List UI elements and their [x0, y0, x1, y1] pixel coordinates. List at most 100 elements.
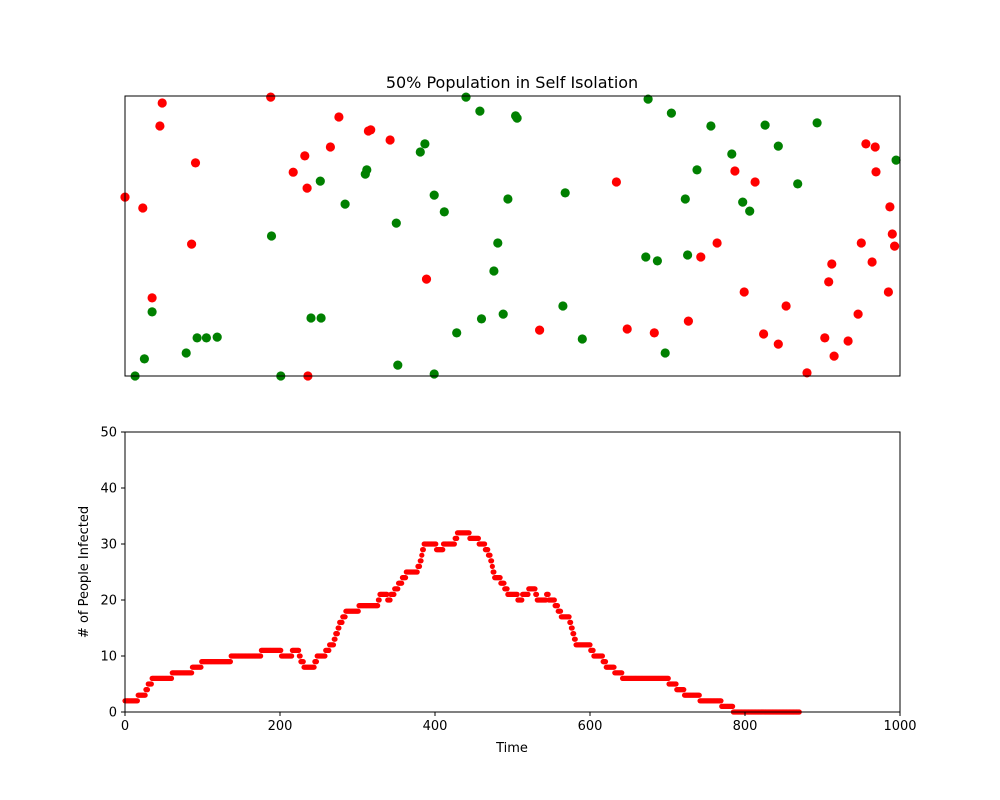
infection-count-point — [525, 591, 531, 598]
infection-count-point — [665, 675, 671, 682]
y-tick-label: 0 — [109, 706, 117, 721]
population-point — [890, 241, 900, 251]
infection-count-point — [488, 558, 495, 564]
population-point — [155, 121, 165, 131]
population-point — [476, 314, 487, 324]
population-point — [306, 313, 316, 323]
population-point — [853, 309, 863, 319]
infection-count-point — [482, 541, 488, 547]
population-point — [652, 256, 663, 266]
population-point — [802, 368, 812, 378]
infection-count-point — [300, 659, 306, 665]
population-point — [187, 239, 197, 249]
infection-count-point — [414, 569, 420, 575]
population-point — [302, 183, 312, 193]
infection-count-point — [376, 597, 382, 603]
population-points — [120, 92, 901, 381]
x-tick-label: 0 — [121, 719, 129, 734]
infection-count-point — [519, 597, 525, 603]
infection-count-point — [322, 653, 328, 659]
infection-count-point — [599, 653, 606, 659]
infection-count-point — [566, 614, 572, 620]
infection-count-point — [466, 530, 472, 536]
population-point — [760, 120, 770, 130]
infection-count-point — [491, 569, 497, 575]
population-point — [415, 147, 425, 157]
infection-count-point — [342, 614, 348, 620]
population-point — [622, 324, 632, 334]
infection-count-point — [501, 580, 507, 586]
x-tick-label: 200 — [268, 719, 293, 734]
infection-count-point — [311, 664, 317, 670]
population-point — [560, 188, 570, 198]
infection-count-point — [619, 670, 625, 676]
population-point — [157, 98, 167, 108]
infection-count-point — [696, 692, 702, 698]
population-point — [643, 94, 653, 104]
population-point — [870, 142, 880, 152]
infection-count-point — [297, 653, 303, 659]
population-point — [325, 142, 335, 152]
infection-count-point — [475, 535, 481, 542]
infection-count-point — [572, 636, 578, 642]
infection-count-point — [569, 625, 575, 631]
infection-count-point — [454, 535, 460, 542]
population-point — [712, 238, 722, 248]
x-tick-label: 400 — [423, 719, 448, 734]
infection-count-point — [514, 591, 520, 598]
y-tick-label: 10 — [100, 650, 117, 665]
infection-count-point — [416, 563, 423, 570]
population-point — [192, 333, 202, 343]
population-point — [366, 125, 376, 135]
population-point — [683, 250, 693, 260]
population-point — [696, 252, 706, 262]
population-point — [439, 207, 449, 217]
infection-count-point — [497, 575, 503, 581]
infection-count-point — [602, 659, 609, 665]
infection-count-point — [568, 619, 574, 626]
infection-count-point — [681, 687, 687, 693]
x-tick-label: 800 — [733, 719, 758, 734]
population-point — [745, 206, 755, 216]
infection-count-point — [332, 636, 338, 642]
population-point — [201, 333, 211, 343]
infection-count-point — [487, 552, 493, 558]
infection-count-point — [730, 703, 736, 710]
population-point — [266, 231, 277, 241]
infection-count-point — [144, 687, 151, 693]
infection-count-point — [313, 659, 320, 665]
infection-count-point — [545, 591, 551, 598]
infection-count-point — [355, 608, 361, 614]
infection-count-point — [419, 552, 425, 558]
population-point — [793, 179, 803, 189]
y-axis-label: # of People Infected — [77, 506, 92, 638]
infection-count-point — [433, 541, 439, 547]
infection-count-point — [278, 647, 284, 654]
infection-count-point — [168, 675, 175, 682]
infection-count-point — [330, 642, 337, 648]
population-point — [773, 141, 783, 151]
infection-count-point — [289, 653, 295, 659]
population-point — [461, 92, 471, 102]
population-point — [680, 194, 690, 204]
y-tick-label: 30 — [100, 538, 117, 553]
population-point — [820, 333, 830, 343]
population-point — [190, 158, 201, 168]
population-point — [393, 360, 403, 370]
population-point — [391, 218, 401, 228]
population-point — [641, 252, 651, 262]
infection-count-point — [590, 647, 596, 654]
infection-count-point — [587, 642, 593, 648]
infection-count-point — [440, 547, 446, 553]
infection-count-point — [326, 647, 332, 654]
population-point — [212, 332, 222, 342]
y-tick-label: 40 — [100, 482, 117, 497]
population-point — [316, 313, 326, 323]
population-point — [706, 121, 716, 131]
population-point — [493, 238, 503, 248]
population-point — [738, 197, 748, 207]
population-point — [315, 176, 325, 186]
population-point — [139, 354, 149, 364]
population-point — [452, 328, 462, 338]
